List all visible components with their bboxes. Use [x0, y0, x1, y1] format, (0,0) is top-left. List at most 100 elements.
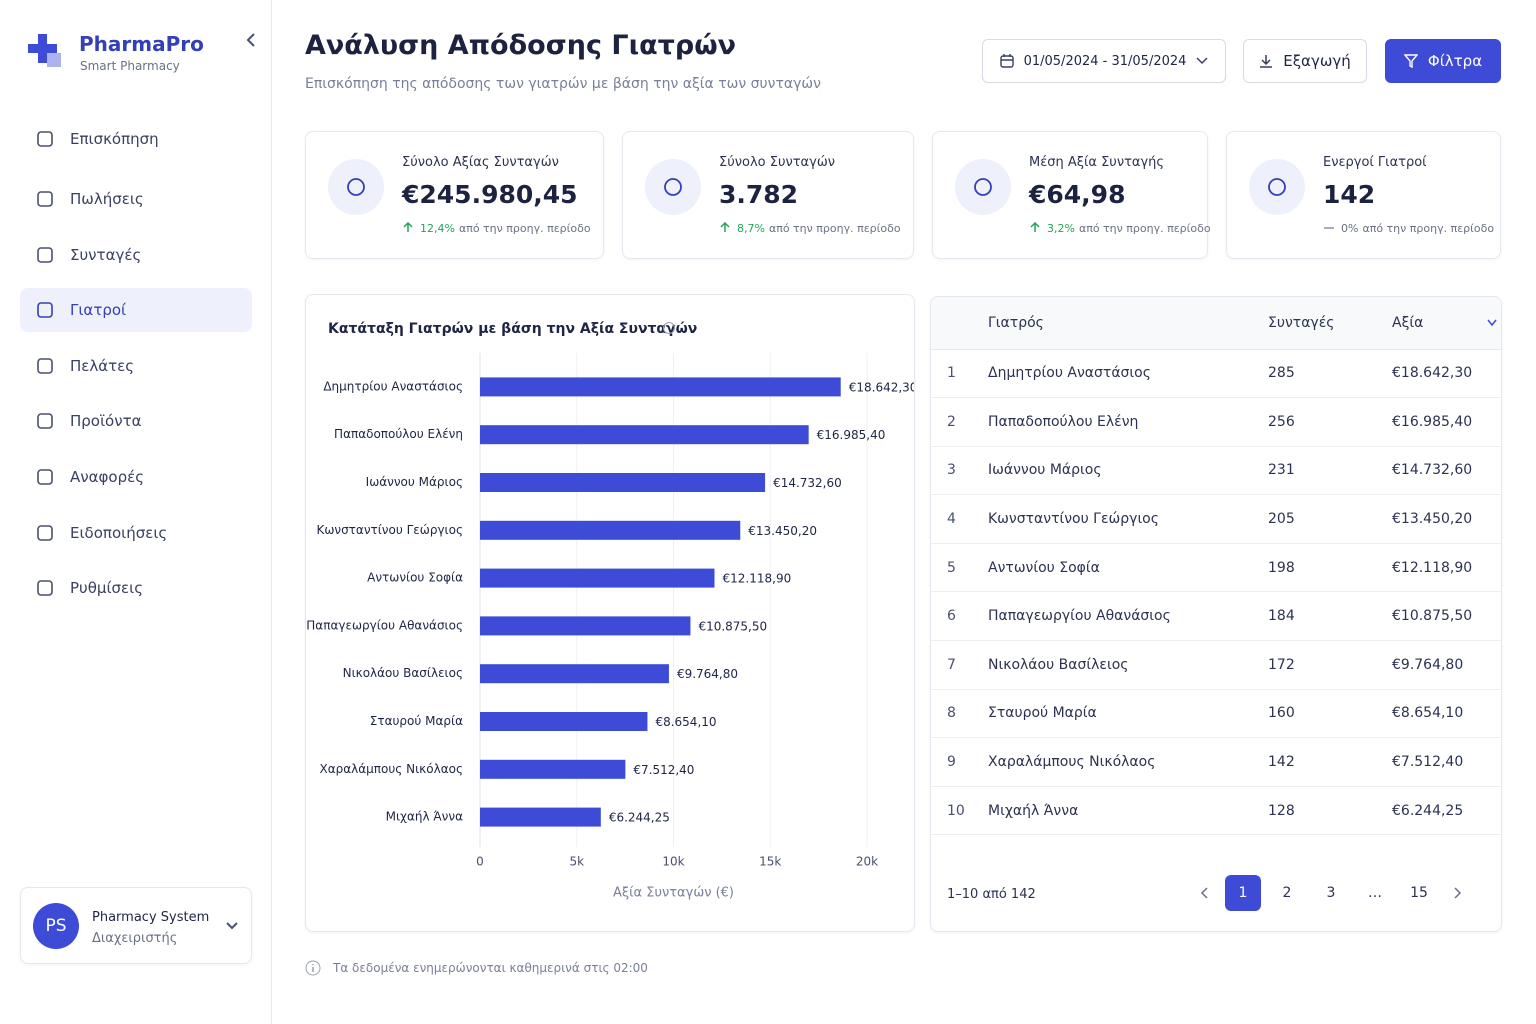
kpi-card: Ενεργοί Γιατροί 142 0% από την προηγ. περίο…	[1226, 131, 1501, 259]
avatar: PS	[33, 903, 79, 949]
table-row[interactable]: 4 Κωνσταντίνου Γεώργιος 205 €13.450,20	[931, 494, 1501, 544]
column-header[interactable]: Γιατρός	[987, 297, 1267, 350]
table-row[interactable]: 3 Ιωάννου Μάριος 231 €14.732,60	[931, 446, 1501, 496]
user-card[interactable]: PS Pharmacy System Διαχειριστής	[20, 887, 252, 964]
rank-header	[931, 297, 987, 350]
table-header: Γιατρός Συνταγές Αξία	[931, 297, 1501, 350]
rank-cell: 6	[931, 591, 987, 642]
kpi-label: Σύνολο Αξίας Συνταγών	[402, 155, 559, 170]
icon-shape	[664, 178, 682, 196]
trend-icon	[1324, 227, 1334, 229]
table-cell: Κωνσταντίνου Γεώργιος	[987, 494, 1267, 544]
change-value: 0%	[1341, 222, 1359, 235]
nav-item[interactable]: Γιατροί	[20, 288, 252, 332]
page-button[interactable]: 15	[1410, 885, 1428, 901]
table-row[interactable]: 7 Νικολάου Βασίλειος 172 €9.764,80	[931, 640, 1501, 690]
export-button[interactable]: Εξαγωγή	[1243, 39, 1367, 83]
page-subtitle: Επισκόπηση της απόδοσης των γιατρών με β…	[305, 76, 821, 92]
user-name: Pharmacy System	[92, 910, 210, 925]
table-cell: €18.642,30	[1391, 349, 1501, 399]
bar	[480, 377, 841, 397]
nav-item[interactable]: Πωλήσεις	[20, 177, 252, 221]
table-cell: Χαραλάμπους Νικόλαος	[987, 737, 1267, 787]
collapse-button[interactable]	[244, 32, 258, 48]
trend-icon	[720, 221, 730, 232]
nav-item[interactable]: Προϊόντα	[20, 399, 252, 443]
change-note: από την προηγ. περίοδο	[1078, 222, 1211, 235]
table-cell: 256	[1267, 397, 1391, 447]
data-label: €12.118,90	[723, 572, 792, 586]
nav-icon	[37, 247, 53, 263]
table-cell: Αντωνίου Σοφία	[987, 543, 1267, 593]
table-cell: Ιωάννου Μάριος	[987, 446, 1267, 496]
column-header[interactable]: Αξία	[1391, 297, 1501, 350]
kpi-change: 3,2% από την προηγ. περίοδο	[1029, 221, 1211, 235]
change-note: από την προηγ. περίοδο	[768, 222, 901, 235]
info-icon	[663, 322, 675, 334]
table-cell: €10.875,50	[1391, 591, 1501, 642]
table-row[interactable]: 10 Μιχαήλ Άννα 128 €6.244,25	[931, 786, 1501, 836]
bar	[480, 616, 691, 636]
rank-cell: 8	[931, 689, 987, 739]
nav-item[interactable]: Πελάτες	[20, 344, 252, 388]
date-picker[interactable]: 01/05/2024 - 31/05/2024	[982, 39, 1226, 83]
rank-cell: 5	[931, 543, 987, 593]
nav-item[interactable]: Ρυθμίσεις	[20, 566, 252, 610]
export-label: Εξαγωγή	[1283, 52, 1351, 70]
icon-shape	[347, 178, 365, 196]
sort-icon[interactable]	[1487, 319, 1497, 327]
nav-item[interactable]: Αναφορές	[20, 455, 252, 499]
table-cell: €6.244,25	[1391, 786, 1501, 836]
chart-card: Κατάταξη Γιατρών με βάση την Αξία Συνταγ…	[305, 294, 917, 932]
filter-button[interactable]: Φίλτρα	[1385, 39, 1501, 83]
table-cell: 142	[1267, 737, 1391, 787]
icon-shape	[37, 580, 53, 596]
nav-item[interactable]: Συνταγές	[20, 233, 252, 277]
table-cell: Νικολάου Βασίλειος	[987, 640, 1267, 690]
bar	[480, 664, 669, 684]
data-label: €10.875,50	[698, 619, 767, 633]
kpi-value: 3.782	[719, 180, 799, 209]
table-cell: 198	[1267, 543, 1391, 593]
nav-item[interactable]: Ειδοποιήσεις	[20, 511, 252, 555]
column-header[interactable]: Συνταγές	[1267, 297, 1391, 350]
icon-shape	[37, 469, 53, 485]
page-button[interactable]: 1	[1225, 875, 1261, 911]
page-arrow[interactable]	[1193, 886, 1217, 900]
icon-shape	[720, 221, 730, 232]
table-row[interactable]: 1 Δημητρίου Αναστάσιος 285 €18.642,30	[931, 349, 1501, 399]
rank-cell: 1	[931, 349, 987, 399]
table-cell: €16.985,40	[1391, 397, 1501, 447]
trend-icon	[1030, 221, 1040, 232]
table-cell: 231	[1267, 446, 1391, 496]
page-button[interactable]: …	[1368, 885, 1382, 901]
page-button[interactable]: 3	[1326, 885, 1336, 901]
chart: Κατάταξη Γιατρών με βάση την Αξία Συνταγ…	[306, 321, 917, 901]
rank-cell: 9	[931, 737, 987, 787]
page-arrow[interactable]	[1445, 886, 1469, 900]
table-row[interactable]: 5 Αντωνίου Σοφία 198 €12.118,90	[931, 543, 1501, 593]
kpi-icon	[955, 159, 1011, 215]
page-button[interactable]: 2	[1282, 885, 1292, 901]
table-row[interactable]: 2 Παπαδοπούλου Ελένη 256 €16.985,40	[931, 397, 1501, 447]
kpi-change: 12,4% από την προηγ. περίοδο	[402, 221, 591, 235]
data-label: €13.450,20	[748, 524, 817, 538]
table-cell: 205	[1267, 494, 1391, 544]
kpi-value: €245.980,45	[402, 180, 578, 209]
y-tick-label: Μιχαήλ Άννα	[386, 810, 463, 824]
table-row[interactable]: 9 Χαραλάμπους Νικόλαος 142 €7.512,40	[931, 737, 1501, 787]
table-row[interactable]: 6 Παπαγεωργίου Αθανάσιος 184 €10.875,50	[931, 591, 1501, 642]
page-range: 1–10 από 142	[947, 887, 1036, 902]
icon-shape	[37, 413, 53, 429]
icon-shape	[37, 525, 53, 541]
date-range: 01/05/2024 - 31/05/2024	[1023, 53, 1187, 69]
y-tick-label: Ιωάννου Μάριος	[366, 475, 463, 489]
brand: PharmaPro	[79, 32, 204, 56]
table-cell: €13.450,20	[1391, 494, 1501, 544]
kpi-value: €64,98	[1029, 180, 1126, 209]
doctor-table: Γιατρός Συνταγές Αξία 1 Δημητρίου Αναστάσιος…	[931, 297, 1501, 836]
nav-item[interactable]: Επισκόπηση	[20, 117, 252, 161]
tagline: Smart Pharmacy	[80, 59, 180, 73]
table-cell: €12.118,90	[1391, 543, 1501, 593]
table-row[interactable]: 8 Σταυρού Μαρία 160 €8.654,10	[931, 689, 1501, 739]
